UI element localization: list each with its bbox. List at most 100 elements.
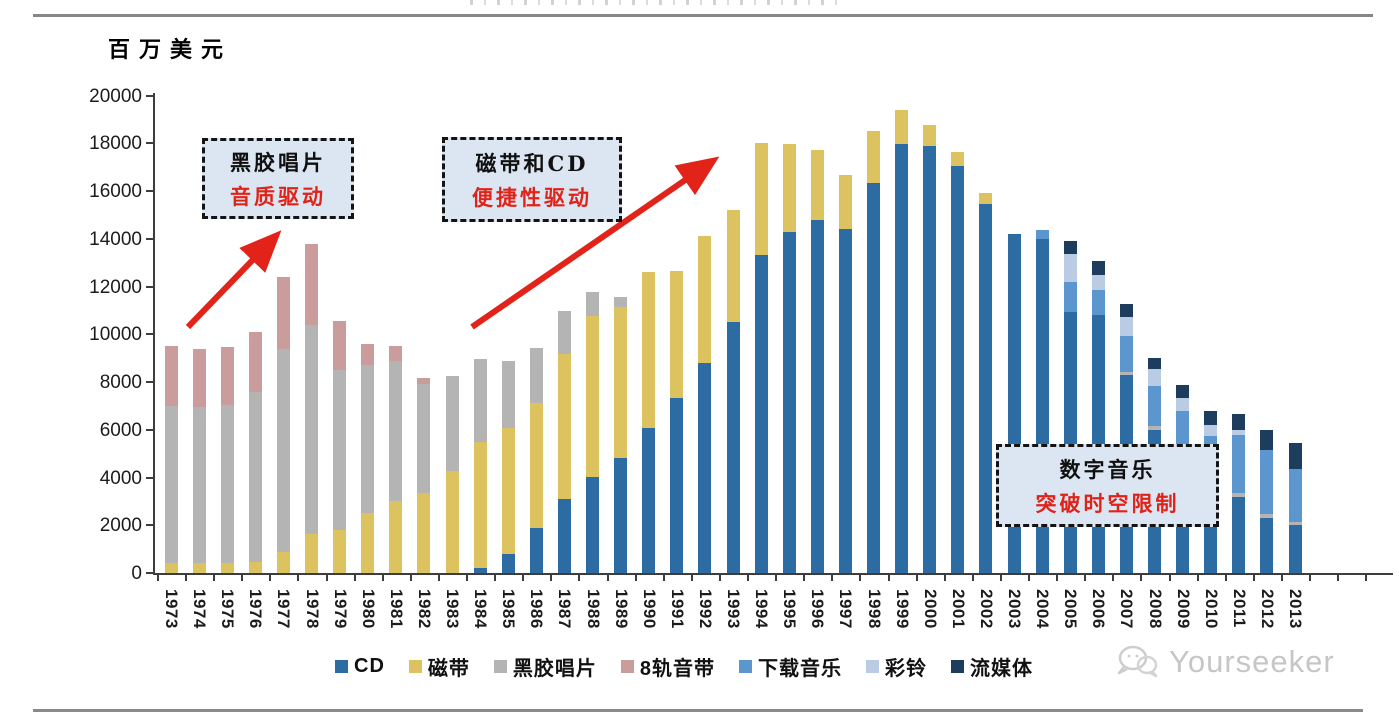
x-axis-tick — [381, 575, 384, 581]
legend-label: 流媒体 — [970, 658, 1034, 680]
bar-segment-2001-CD — [951, 165, 965, 573]
watermark: Yourseeker — [1113, 643, 1335, 681]
legend-item-黑胶唱片: 黑胶唱片 — [493, 652, 597, 681]
bar-segment-2011-下载音乐 — [1232, 434, 1246, 494]
x-axis-tick — [887, 575, 890, 581]
legend-swatch — [493, 660, 507, 673]
bar-segment-1996-CD — [810, 220, 824, 573]
wechat-bubbles-icon — [1117, 645, 1158, 678]
y-axis-tick-label: 20000 — [89, 85, 142, 107]
bar-segment-1988-黑胶唱片 — [586, 291, 599, 316]
x-axis-line — [153, 573, 1393, 575]
bar-segment-1978-8轨音带 — [305, 243, 318, 325]
bar-segment-1980-黑胶唱片 — [361, 365, 375, 514]
bar-segment-2011-CD — [1232, 496, 1246, 573]
bar-segment-1974-8轨音带 — [192, 348, 206, 408]
y-axis-tick-label: 2000 — [99, 515, 142, 537]
bar-segment-1979-磁带 — [333, 530, 347, 573]
bar-segment-1973-磁带 — [164, 563, 178, 573]
bar-segment-1990-CD — [642, 427, 656, 573]
x-axis-tick — [775, 575, 778, 581]
y-axis-tick-label: 0 — [131, 563, 142, 584]
bar-segment-2012-流媒体 — [1260, 429, 1274, 450]
x-axis-tick — [1280, 575, 1283, 581]
legend-label: 彩铃 — [885, 658, 928, 680]
legend-item-下载音乐: 下载音乐 — [739, 652, 842, 681]
bar-segment-1984-CD — [473, 568, 487, 573]
bar-segment-2011-彩铃 — [1232, 429, 1246, 435]
bar-segment-2013-CD — [1288, 525, 1302, 573]
bar-segment-2007-下载音乐 — [1119, 335, 1133, 373]
bar-segment-1990-磁带 — [642, 272, 656, 428]
x-axis-label-1993: 1993 — [724, 589, 743, 629]
bar-segment-2006-彩铃 — [1091, 275, 1105, 291]
x-axis-label-2004: 2004 — [1033, 589, 1053, 629]
x-axis-label-2012: 2012 — [1257, 589, 1277, 629]
watermark-text: Yourseeker — [1169, 644, 1335, 679]
legend-label: 黑胶唱片 — [512, 658, 597, 680]
x-axis-label-2009: 2009 — [1173, 589, 1193, 629]
bar-segment-1976-8轨音带 — [248, 331, 262, 392]
x-axis-label-1973: 1973 — [162, 589, 181, 629]
y-axis-tick-label: 12000 — [89, 276, 142, 298]
annotation-tape-cd-subtitle: 便捷性驱动 — [472, 184, 592, 210]
x-axis-label-2010: 2010 — [1201, 589, 1221, 629]
legend-item-CD: CD — [335, 655, 385, 678]
bar-segment-1982-黑胶唱片 — [417, 384, 431, 493]
x-axis-tick — [634, 575, 637, 581]
y-axis-tick — [146, 94, 154, 97]
x-axis-label-1994: 1994 — [752, 589, 772, 629]
vinyl-trend-arrow — [185, 230, 282, 330]
x-axis-tick — [831, 575, 834, 581]
bar-segment-2010-彩铃 — [1204, 424, 1218, 437]
bottom-divider-rule — [33, 709, 1363, 712]
x-axis-label-1989: 1989 — [611, 589, 631, 629]
bar-segment-2008-黑胶唱片 — [1148, 426, 1161, 430]
bar-segment-1979-黑胶唱片 — [333, 370, 347, 531]
bar-segment-1980-磁带 — [361, 513, 375, 573]
x-axis-tick — [1084, 575, 1087, 581]
bar-segment-1984-磁带 — [473, 442, 487, 569]
x-axis-label-1982: 1982 — [414, 589, 434, 629]
x-axis-tick — [999, 575, 1002, 581]
annotation-tape-cd-title: 磁带和CD — [475, 150, 589, 176]
x-axis-tick — [803, 575, 806, 581]
y-axis-unit-label: 百万美元 — [108, 37, 233, 63]
x-axis-tick — [409, 575, 412, 581]
bar-segment-2000-CD — [923, 145, 937, 573]
y-axis-tick — [146, 572, 154, 574]
bar-segment-1991-CD — [670, 397, 684, 573]
bar-segment-1983-黑胶唱片 — [445, 376, 459, 472]
y-axis-tick — [146, 524, 154, 527]
x-axis-label-1984: 1984 — [471, 589, 491, 629]
y-axis-tick-label: 10000 — [89, 324, 142, 346]
y-axis-tick-label: 18000 — [89, 133, 142, 155]
top-divider-rule — [33, 14, 1373, 17]
x-axis-tick — [943, 575, 946, 581]
bar-segment-1987-CD — [557, 499, 571, 573]
x-axis-tick — [747, 575, 750, 581]
y-axis-tick — [146, 428, 154, 431]
bar-segment-2000-磁带 — [923, 124, 937, 146]
x-axis-tick — [1196, 575, 1199, 581]
bar-segment-1986-磁带 — [529, 403, 543, 529]
y-axis-tick-label: 16000 — [89, 181, 142, 202]
annotation-digital-subtitle: 突破时空限制 — [1035, 490, 1180, 516]
y-axis-tick — [146, 381, 154, 383]
x-axis-tick — [297, 575, 300, 581]
x-axis-tick — [156, 575, 159, 581]
bar-segment-1996-磁带 — [810, 149, 824, 221]
x-axis-label-1999: 1999 — [892, 589, 912, 629]
x-axis-tick — [325, 575, 328, 581]
bar-segment-1974-黑胶唱片 — [192, 407, 206, 564]
bar-segment-1977-黑胶唱片 — [276, 348, 290, 552]
y-axis-tick-label: 6000 — [99, 419, 142, 441]
bar-segment-2005-CD — [1063, 311, 1077, 573]
bar-segment-2005-下载音乐 — [1063, 281, 1077, 312]
bar-segment-1977-磁带 — [276, 551, 290, 573]
legend-swatch — [739, 660, 753, 673]
y-axis-tick — [146, 190, 154, 192]
bar-segment-1975-8轨音带 — [220, 347, 234, 405]
x-axis-tick — [1365, 575, 1368, 581]
x-axis-tick — [185, 575, 188, 581]
